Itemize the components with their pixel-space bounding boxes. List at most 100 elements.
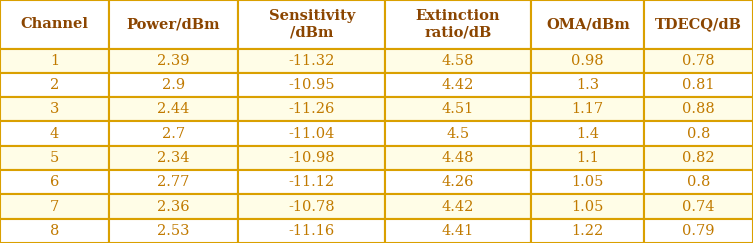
Bar xyxy=(108,49,239,73)
Text: 2.53: 2.53 xyxy=(157,224,190,238)
Text: 1.22: 1.22 xyxy=(572,224,604,238)
Bar xyxy=(532,97,645,122)
Bar xyxy=(239,194,385,219)
Text: 0.8: 0.8 xyxy=(687,127,710,141)
Text: 2: 2 xyxy=(50,78,59,92)
Bar xyxy=(532,146,645,170)
Text: 0.81: 0.81 xyxy=(682,78,715,92)
Bar xyxy=(385,219,532,243)
Bar xyxy=(385,122,532,146)
Text: 2.7: 2.7 xyxy=(162,127,185,141)
Bar xyxy=(108,0,239,49)
Text: 4.5: 4.5 xyxy=(447,127,470,141)
Bar xyxy=(108,97,239,122)
Text: 0.74: 0.74 xyxy=(682,200,715,214)
Bar xyxy=(532,219,645,243)
Text: 0.98: 0.98 xyxy=(572,54,604,68)
Bar xyxy=(532,49,645,73)
Bar xyxy=(532,122,645,146)
Text: 4.26: 4.26 xyxy=(442,175,474,189)
Text: 2.44: 2.44 xyxy=(157,102,190,116)
Text: 6: 6 xyxy=(50,175,59,189)
Text: 0.88: 0.88 xyxy=(682,102,715,116)
Text: 2.39: 2.39 xyxy=(157,54,190,68)
Bar xyxy=(645,97,753,122)
Bar xyxy=(645,122,753,146)
Bar xyxy=(645,0,753,49)
Text: 1.05: 1.05 xyxy=(572,200,604,214)
Bar xyxy=(0,49,108,73)
Bar xyxy=(532,73,645,97)
Text: -11.16: -11.16 xyxy=(288,224,335,238)
Text: -11.12: -11.12 xyxy=(288,175,335,189)
Bar xyxy=(532,0,645,49)
Text: 0.8: 0.8 xyxy=(687,175,710,189)
Bar xyxy=(385,97,532,122)
Text: -10.95: -10.95 xyxy=(288,78,335,92)
Bar xyxy=(239,73,385,97)
Text: 2.36: 2.36 xyxy=(157,200,190,214)
Text: TDECQ/dB: TDECQ/dB xyxy=(655,17,742,31)
Text: OMA/dBm: OMA/dBm xyxy=(546,17,630,31)
Bar xyxy=(0,170,108,194)
Bar xyxy=(239,219,385,243)
Bar xyxy=(0,122,108,146)
Text: 1.05: 1.05 xyxy=(572,175,604,189)
Bar xyxy=(108,146,239,170)
Text: -10.98: -10.98 xyxy=(288,151,335,165)
Bar xyxy=(532,170,645,194)
Text: 4.48: 4.48 xyxy=(442,151,474,165)
Bar xyxy=(108,122,239,146)
Text: 0.82: 0.82 xyxy=(682,151,715,165)
Text: -11.32: -11.32 xyxy=(288,54,335,68)
Bar xyxy=(0,73,108,97)
Bar xyxy=(645,194,753,219)
Text: 1.17: 1.17 xyxy=(572,102,604,116)
Text: 3: 3 xyxy=(50,102,59,116)
Bar xyxy=(385,194,532,219)
Text: 4.51: 4.51 xyxy=(442,102,474,116)
Text: 2.77: 2.77 xyxy=(157,175,190,189)
Bar xyxy=(239,122,385,146)
Bar xyxy=(385,49,532,73)
Bar xyxy=(0,219,108,243)
Text: 4.58: 4.58 xyxy=(442,54,474,68)
Bar xyxy=(108,194,239,219)
Bar xyxy=(108,219,239,243)
Bar xyxy=(532,194,645,219)
Bar xyxy=(645,146,753,170)
Bar xyxy=(0,0,108,49)
Bar xyxy=(385,146,532,170)
Text: 1.1: 1.1 xyxy=(576,151,599,165)
Text: 4.42: 4.42 xyxy=(442,78,474,92)
Bar xyxy=(385,0,532,49)
Text: 4.42: 4.42 xyxy=(442,200,474,214)
Text: 1: 1 xyxy=(50,54,59,68)
Text: 1.3: 1.3 xyxy=(576,78,599,92)
Bar xyxy=(239,0,385,49)
Bar xyxy=(645,73,753,97)
Text: 5: 5 xyxy=(50,151,59,165)
Bar xyxy=(645,170,753,194)
Text: 2.9: 2.9 xyxy=(162,78,185,92)
Text: 7: 7 xyxy=(50,200,59,214)
Text: -10.78: -10.78 xyxy=(288,200,335,214)
Bar xyxy=(0,194,108,219)
Text: Channel: Channel xyxy=(20,17,88,31)
Bar xyxy=(645,49,753,73)
Text: 8: 8 xyxy=(50,224,59,238)
Bar xyxy=(239,49,385,73)
Bar xyxy=(239,170,385,194)
Bar xyxy=(0,146,108,170)
Text: 0.79: 0.79 xyxy=(682,224,715,238)
Bar xyxy=(108,170,239,194)
Text: Extinction
ratio/dB: Extinction ratio/dB xyxy=(416,9,500,39)
Text: Sensitivity
/dBm: Sensitivity /dBm xyxy=(269,9,355,39)
Text: Power/dBm: Power/dBm xyxy=(127,17,221,31)
Text: 4: 4 xyxy=(50,127,59,141)
Bar xyxy=(239,146,385,170)
Bar xyxy=(385,73,532,97)
Text: 0.78: 0.78 xyxy=(682,54,715,68)
Bar xyxy=(239,97,385,122)
Text: 2.34: 2.34 xyxy=(157,151,190,165)
